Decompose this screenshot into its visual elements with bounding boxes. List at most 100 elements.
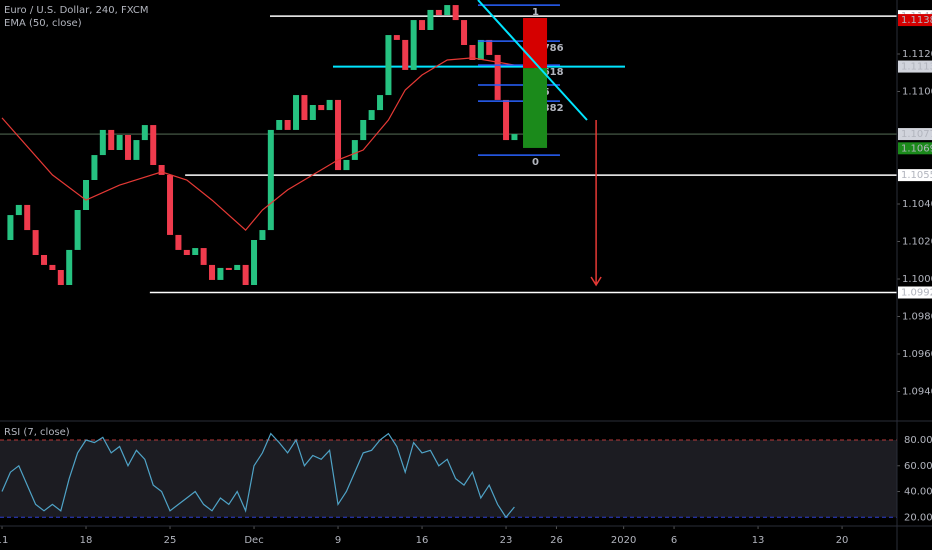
- candle: [435, 9, 442, 15]
- candle: [242, 264, 249, 285]
- price-label: 1.10773: [901, 129, 932, 140]
- candle: [477, 39, 484, 60]
- candle: [360, 120, 367, 141]
- target-zone: [523, 68, 548, 148]
- x-tick-label: 6: [671, 535, 677, 546]
- candle: [259, 230, 266, 240]
- y-tick-label: 1.10200: [902, 237, 932, 248]
- price-label: 1.10554: [901, 170, 932, 181]
- candle: [200, 248, 207, 265]
- candle: [74, 210, 81, 250]
- y-tick-label: 1.09600: [902, 349, 932, 360]
- candle: [158, 165, 165, 175]
- candle: [469, 45, 476, 60]
- candle: [267, 129, 274, 231]
- rsi-line: [1, 432, 515, 519]
- fib-label: 0: [532, 157, 539, 168]
- candle: [385, 35, 392, 96]
- x-tick-label: 25: [164, 535, 177, 546]
- y-tick-label: 1.09400: [902, 387, 932, 398]
- candle: [293, 95, 300, 130]
- fib-label: 0.382: [532, 103, 564, 114]
- price-label-box: [898, 286, 932, 299]
- candle: [91, 155, 98, 180]
- candle: [410, 20, 417, 70]
- candle: [57, 270, 64, 285]
- candle: [66, 249, 73, 285]
- candle: [225, 267, 232, 270]
- price-label: 1.09928: [901, 288, 932, 299]
- candle: [444, 5, 451, 15]
- y-tick-label: 1.10000: [902, 274, 932, 285]
- candle: [284, 120, 291, 130]
- x-tick-label: 18: [80, 535, 93, 546]
- candle: [343, 159, 350, 171]
- y-tick-label: 1.11000: [902, 87, 932, 98]
- candle: [427, 9, 434, 30]
- candle: [318, 105, 325, 111]
- candle: [419, 20, 426, 30]
- candle: [335, 99, 342, 171]
- candle: [7, 215, 14, 240]
- price-label-box: [898, 128, 932, 141]
- y-tick-label: 20.00: [904, 512, 932, 523]
- y-tick-label: 1.09800: [902, 312, 932, 323]
- candle: [511, 134, 518, 141]
- candle: [175, 234, 182, 250]
- rsi-band: [0, 440, 897, 518]
- candle: [351, 140, 358, 160]
- candle: [503, 99, 510, 141]
- candle: [309, 105, 316, 120]
- candle: [368, 110, 375, 120]
- price-label-box: [898, 14, 932, 27]
- candle: [461, 20, 468, 45]
- fib-label: 0.786: [532, 43, 564, 54]
- y-tick-label: 80.00: [904, 435, 932, 446]
- candle: [15, 204, 22, 216]
- candle: [41, 255, 48, 265]
- candle: [486, 39, 493, 55]
- candle: [150, 125, 157, 165]
- x-tick-label: 11: [0, 535, 8, 546]
- arrow: [590, 120, 602, 287]
- candle: [125, 135, 132, 160]
- indicator-title: EMA (50, close): [4, 18, 82, 29]
- x-tick-label: 13: [752, 535, 765, 546]
- price-label-box: [898, 60, 932, 73]
- y-tick-label: 60.00: [904, 461, 932, 472]
- price-label-box: [898, 169, 932, 182]
- candle: [108, 129, 115, 150]
- candle: [83, 180, 90, 210]
- candle: [326, 99, 333, 111]
- candle: [402, 39, 409, 70]
- candle: [494, 54, 501, 100]
- candle: [234, 264, 241, 270]
- candle: [217, 267, 224, 280]
- fib-label: 0.618: [532, 67, 564, 78]
- x-tick-label: 16: [416, 535, 429, 546]
- x-tick-label: 9: [335, 535, 341, 546]
- candle: [251, 240, 258, 285]
- candle: [116, 135, 123, 150]
- candle: [49, 264, 56, 270]
- stop-zone: [523, 18, 548, 69]
- price-label: 1.10697: [901, 143, 932, 154]
- candle: [452, 5, 459, 21]
- candle: [32, 230, 39, 255]
- price-label: 1.11381: [901, 15, 932, 26]
- x-tick-label: 2020: [611, 535, 636, 546]
- candle: [209, 264, 216, 280]
- candle: [24, 204, 31, 231]
- x-tick-label: Dec: [244, 535, 263, 546]
- candle: [301, 95, 308, 120]
- candle: [141, 125, 148, 141]
- y-tick-label: 40.00: [904, 487, 932, 498]
- x-tick-label: 23: [500, 535, 513, 546]
- ema-line: [1, 57, 515, 231]
- y-tick-label: 1.11200: [902, 49, 932, 60]
- candle: [133, 140, 140, 160]
- x-tick-label: 26: [550, 535, 563, 546]
- price-label-box: [898, 142, 932, 155]
